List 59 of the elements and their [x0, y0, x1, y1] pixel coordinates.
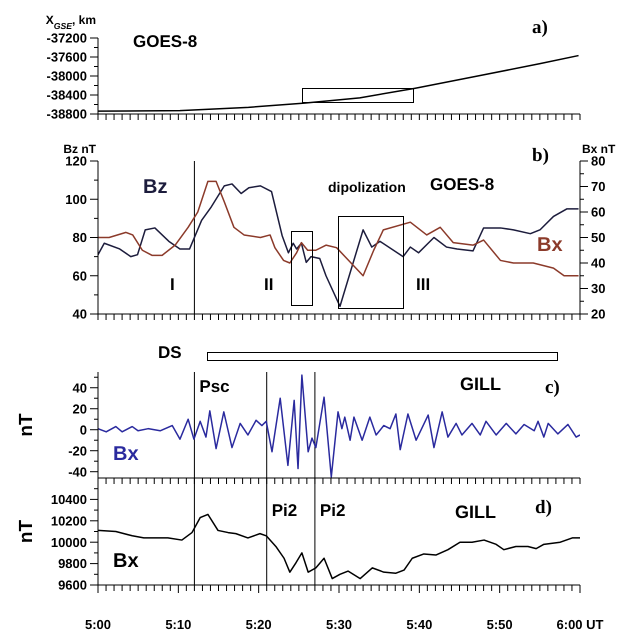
annotation: GOES-8: [133, 32, 198, 52]
y-tick-label: 80: [72, 230, 87, 246]
y2-tick-label: 80: [591, 154, 606, 169]
y-tick-label: -37600: [46, 50, 87, 65]
y-axis-title: Bz nT: [63, 142, 97, 156]
y-tick-label: 9800: [58, 556, 87, 572]
x-tick-label: 5:00: [84, 617, 112, 632]
series-label: Bx: [113, 550, 139, 572]
y-axis-title: X$_{GSE}$, km: [46, 13, 96, 31]
x-tick-label: 5:30: [326, 617, 352, 632]
annotation: c): [545, 377, 560, 399]
annotation: GOES-8: [430, 175, 494, 195]
y2-tick-label: 20: [591, 306, 606, 322]
annotation: GILL: [455, 502, 496, 523]
x-tick-label: 5:40: [406, 617, 432, 632]
annotation: III: [416, 275, 430, 295]
y-tick-label: -20: [68, 443, 87, 458]
y-tick-label: -38000: [46, 68, 87, 84]
y-tick-label: -37200: [46, 30, 87, 46]
annotation: I: [170, 275, 175, 295]
annotation: dipolization: [328, 179, 406, 196]
x-tick-label: 5:20: [246, 617, 272, 632]
y-tick-label: -38400: [46, 88, 87, 103]
y-tick-label: 60: [72, 268, 87, 284]
annotation: GILL: [460, 374, 501, 395]
y-tick-label: 20: [72, 401, 87, 416]
ref-line-label: Pi2: [272, 501, 298, 520]
x-tick-label: 5:50: [486, 617, 513, 632]
y-axis-title: nT: [16, 413, 37, 437]
ref-line-label: Pi2: [320, 501, 346, 520]
text: DS: [158, 343, 182, 363]
annotation: d): [535, 497, 552, 519]
y-tick-label: 9600: [58, 578, 87, 593]
series-label: Bx: [537, 234, 563, 256]
annotation: b): [532, 145, 549, 167]
annotation: a): [532, 17, 548, 39]
y-axis-title: nT: [16, 520, 37, 544]
y2-tick-label: 50: [591, 230, 606, 246]
y-tick-label: -40: [68, 464, 87, 480]
y2-tick-label: 70: [591, 179, 606, 194]
series-label: Bx: [113, 443, 139, 465]
y-tick-label: 100: [65, 192, 87, 207]
y2-tick-label: 40: [591, 256, 606, 271]
x-tick-label: 6:00 UT: [556, 617, 604, 632]
y-tick-label: 10400: [50, 492, 87, 507]
x-tick-label: 5:10: [165, 617, 192, 632]
y2-axis-title: Bx nT: [582, 142, 616, 156]
y-tick-label: 40: [72, 306, 87, 322]
series-label: Bz: [143, 176, 168, 198]
y-tick-label: 0: [80, 422, 87, 438]
y-tick-label: 10200: [50, 513, 87, 528]
y-tick-label: 120: [65, 154, 87, 169]
y2-tick-label: 60: [591, 204, 606, 220]
annotation: II: [264, 275, 274, 295]
y2-tick-label: 30: [591, 281, 606, 296]
y-tick-label: -38800: [46, 106, 87, 122]
ref-line-label: Psc: [199, 377, 230, 396]
y-tick-label: 40: [72, 380, 87, 396]
y-tick-label: 10000: [50, 534, 87, 550]
